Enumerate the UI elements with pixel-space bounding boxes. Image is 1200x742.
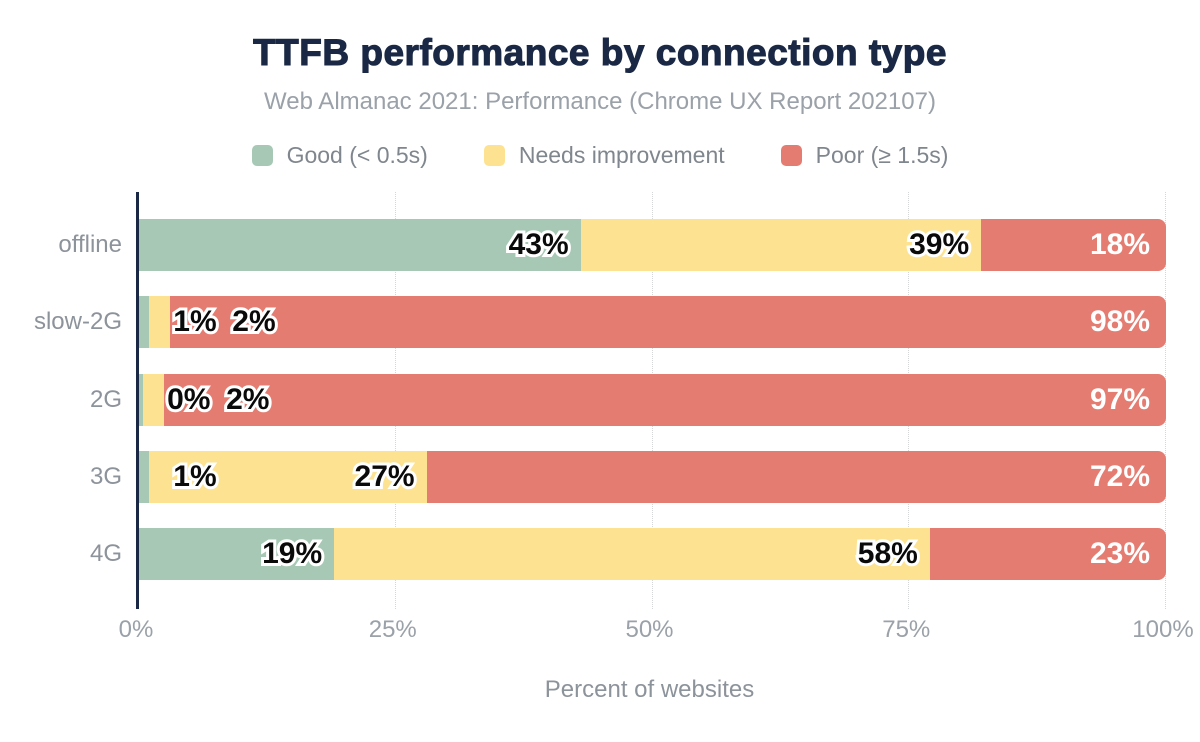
bar-value-label-poor-1-5s-offline: 18% (1089, 228, 1150, 261)
bar-segment-poor-1-5s-4g[interactable] (929, 528, 1166, 580)
bar-row-offline: 43% 39% 18% (139, 219, 1166, 271)
bar-row-4g: 19% 58% 23% (139, 528, 1166, 580)
bar-segment-poor-1-5s-2g[interactable] (163, 373, 1166, 426)
legend-label: Good (< 0.5s) (286, 142, 428, 168)
y-axis-label-3g: 3G (89, 462, 122, 490)
legend: Good (< 0.5s) Needs improvement Poor (≥ 1.… (0, 142, 1200, 169)
bar-value-label-good-0-5s-offline: 43% (509, 219, 569, 271)
legend-label: Poor (≥ 1.5s) (815, 142, 949, 168)
bar-segment-poor-1-5s-3g[interactable] (426, 450, 1166, 503)
bar-row-3g: 1% 27% 72% (139, 450, 1166, 503)
bar-segment-good-0-5s-3g[interactable] (139, 450, 150, 503)
bar-segment-needs-improvement-2g[interactable] (143, 373, 164, 426)
legend-swatch-icon (483, 145, 505, 166)
legend-item-poor-1-5s[interactable]: Poor (≥ 1.5s) (780, 142, 949, 169)
legend-swatch-icon (780, 145, 802, 166)
bar-value-label-needs-improvement-2g: 2% (226, 374, 270, 426)
bar-segment-good-0-5s-offline[interactable] (139, 219, 581, 271)
bar-value-label-needs-improvement-slow-2g: 2% (232, 296, 276, 348)
bar-value-label-poor-1-5s-slow-2g: 98% (1089, 305, 1150, 339)
bar-segment-good-0-5s-slow-2g[interactable] (139, 296, 150, 349)
bar-value-label-good-0-5s-slow-2g: 1% (173, 296, 217, 348)
bar-segment-poor-1-5s-offline[interactable] (981, 219, 1166, 271)
bar-segment-needs-improvement-4g[interactable] (334, 528, 930, 580)
chart-subtitle: Web Almanac 2021: Performance (Chrome UX… (264, 88, 936, 115)
bar-value-label-good-0-5s-3g: 1% (173, 451, 217, 503)
bar-segment-needs-improvement-slow-2g[interactable] (149, 296, 170, 349)
chart-title: TTFB performance by connection type (253, 31, 947, 73)
legend-label: Needs improvement (518, 142, 725, 168)
y-axis-label-4g: 4G (89, 540, 122, 567)
legend-swatch-icon (251, 145, 273, 166)
x-axis-title: Percent of websites (544, 676, 755, 703)
legend-item-needs-improvement[interactable]: Needs improvement (483, 142, 725, 169)
x-axis-tick-75: 75% (882, 616, 931, 643)
bar-value-label-poor-1-5s-3g: 72% (1089, 459, 1150, 493)
x-axis-tick-25: 25% (368, 616, 417, 643)
bar-value-label-poor-1-5s-2g: 97% (1089, 382, 1150, 416)
x-axis-tick-0: 0% (118, 616, 154, 643)
bar-segment-poor-1-5s-slow-2g[interactable] (169, 296, 1166, 349)
bar-row-2g: 0% 2% 97% (139, 373, 1166, 426)
bar-value-label-good-0-5s-2g: 0% (167, 374, 211, 426)
x-axis-tick-50: 50% (625, 616, 674, 643)
x-axis-tick-100: 100% (1132, 616, 1194, 643)
bar-value-label-poor-1-5s-4g: 23% (1089, 537, 1150, 570)
plot-area: 43%39%18%1%2%98%0%2%97%1%27%72%19%58%23% (136, 192, 1166, 609)
bar-value-label-needs-improvement-4g: 58% (858, 528, 918, 580)
y-axis-label-2g: 2G (89, 385, 122, 413)
bar-row-slow-2g: 1% 2% 98% (139, 296, 1166, 349)
bar-value-label-needs-improvement-3g: 27% (355, 451, 415, 503)
bar-value-label-good-0-5s-4g: 19% (262, 528, 322, 580)
y-axis-label-slow-2g: slow-2G (33, 308, 122, 336)
y-axis-label-offline: offline (58, 231, 122, 258)
legend-item-good-0-5s[interactable]: Good (< 0.5s) (251, 142, 428, 169)
bar-value-label-needs-improvement-offline: 39% (909, 219, 969, 271)
bar-segment-good-0-5s-2g[interactable] (139, 373, 144, 426)
